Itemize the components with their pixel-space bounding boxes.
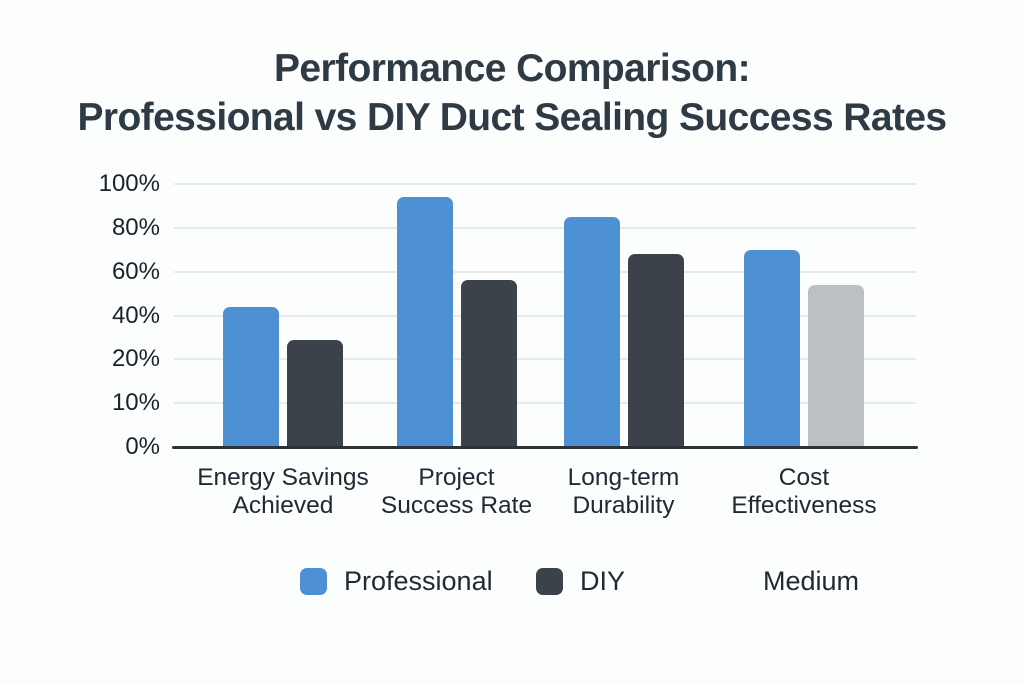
bar-diy-4: [808, 284, 864, 447]
bar-professional-3: [563, 216, 620, 447]
legend-item-diy: DIY: [536, 565, 625, 597]
x-axis-category-line: Durability: [572, 492, 675, 519]
chart-title-line2: Professional vs DIY Duct Sealing Success…: [77, 96, 947, 139]
x-axis-category-label: Energy Savings Achieved: [168, 464, 398, 520]
x-axis-category-label: Cost Effectiveness: [689, 464, 919, 520]
legend-swatch-diy: [536, 567, 563, 595]
bar-diy-2: [460, 280, 517, 447]
bar-professional-4: [744, 249, 800, 447]
legend-label-professional: Professional: [344, 565, 493, 596]
y-axis-tick-label: 40%: [111, 301, 160, 329]
x-axis-category-line: Success Rate: [380, 492, 533, 519]
x-axis-category-label: Long-term Durability: [509, 464, 739, 520]
gridline-40%: [174, 314, 916, 317]
chart-title: Performance Comparison: Professional vs …: [0, 44, 1024, 142]
y-axis-tick-label: 0%: [125, 433, 160, 460]
chart-title-line1: Performance Comparison:: [274, 47, 751, 90]
y-axis-tick-label: 80%: [111, 213, 160, 241]
bar-professional-2: [396, 197, 453, 447]
legend-item-professional: Professional: [300, 565, 493, 597]
x-axis-category-label: Project Success Rate: [342, 464, 572, 520]
x-axis-category-line: Achieved: [232, 492, 334, 519]
bar-professional-1: [223, 306, 279, 447]
gridline-100%: [174, 183, 916, 185]
gridline-20%: [174, 358, 916, 361]
legend-label-diy: DIY: [580, 565, 626, 596]
gridline-60%: [174, 270, 916, 273]
x-axis-category-line: Effectiveness: [731, 492, 877, 519]
legend-item-medium: Medium: [763, 565, 859, 597]
gridline-10%: [174, 402, 916, 405]
y-axis-tick-label: 20%: [111, 345, 160, 373]
y-axis-tick-label: 10%: [111, 389, 160, 417]
x-axis-category-line: Cost: [778, 464, 830, 491]
x-axis-category-line: Energy Savings: [197, 464, 369, 491]
x-axis-line: [172, 446, 918, 449]
x-axis-category-line: Project: [418, 464, 495, 491]
gridline-80%: [174, 226, 916, 229]
x-axis-category-line: Long-term: [567, 464, 680, 491]
legend-swatch-professional: [300, 567, 327, 595]
y-axis-tick-label: 60%: [111, 257, 160, 285]
y-axis-tick-label: 100%: [98, 170, 160, 197]
bar-diy-1: [287, 339, 343, 447]
legend-label-medium: Medium: [763, 565, 860, 596]
bar-diy-3: [627, 254, 684, 447]
